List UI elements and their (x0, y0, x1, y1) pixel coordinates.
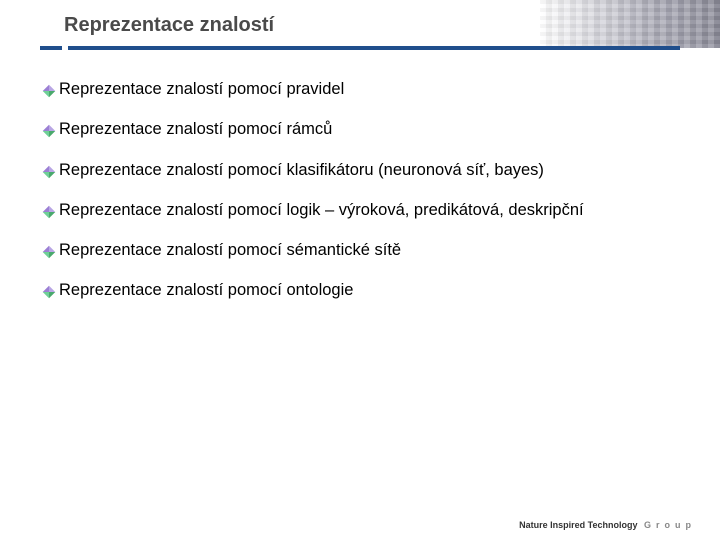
diamond-bullet-icon (42, 243, 56, 257)
title-area: Reprezentace znalostí (64, 14, 274, 37)
diamond-bullet-icon (42, 163, 56, 177)
diamond-bullet-icon (42, 122, 56, 136)
footer: Nature Inspired Technology Group (519, 520, 696, 530)
list-item: Reprezentace znalostí pomocí pravidel (42, 78, 678, 100)
content-list: Reprezentace znalostí pomocí pravidel Re… (42, 78, 678, 320)
list-item-text: Reprezentace znalostí pomocí ontologie (59, 279, 678, 301)
diamond-bullet-icon (42, 203, 56, 217)
list-item-text: Reprezentace znalostí pomocí pravidel (59, 78, 678, 100)
list-item-text: Reprezentace znalostí pomocí logik – výr… (59, 199, 678, 221)
footer-main: Nature Inspired Technology (519, 520, 637, 530)
diamond-bullet-icon (42, 283, 56, 297)
list-item: Reprezentace znalostí pomocí sémantické … (42, 239, 678, 261)
diamond-bullet-icon (42, 82, 56, 96)
list-item: Reprezentace znalostí pomocí rámců (42, 118, 678, 140)
header-decorative-image (540, 0, 720, 48)
page-title: Reprezentace znalostí (64, 14, 274, 37)
footer-spaced: Group (644, 520, 696, 530)
list-item: Reprezentace znalostí pomocí ontologie (42, 279, 678, 301)
list-item-text: Reprezentace znalostí pomocí rámců (59, 118, 678, 140)
title-underline (40, 46, 680, 50)
list-item-text: Reprezentace znalostí pomocí klasifikáto… (59, 159, 678, 181)
list-item: Reprezentace znalostí pomocí logik – výr… (42, 199, 678, 221)
list-item: Reprezentace znalostí pomocí klasifikáto… (42, 159, 678, 181)
list-item-text: Reprezentace znalostí pomocí sémantické … (59, 239, 678, 261)
